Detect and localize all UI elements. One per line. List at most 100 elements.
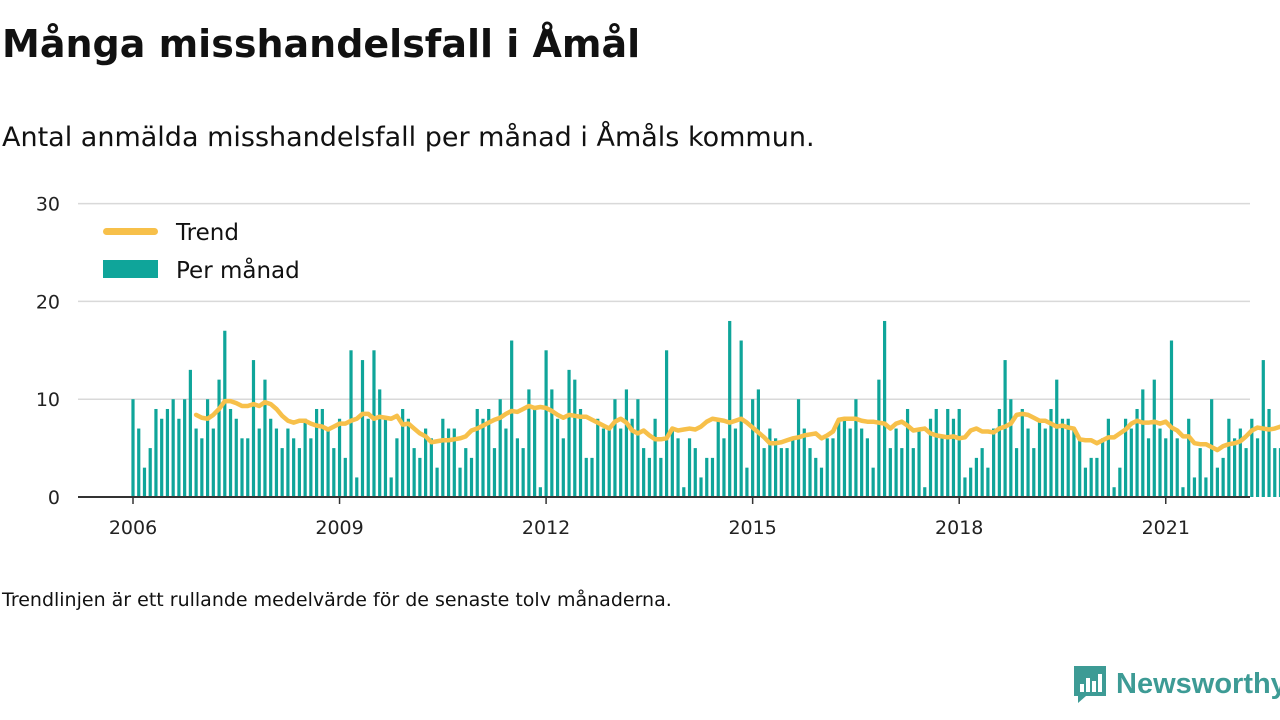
y-tick-label: 10: [36, 389, 60, 411]
bar: [659, 457, 663, 497]
bar: [848, 428, 852, 497]
bar: [928, 418, 933, 497]
bar: [297, 448, 301, 497]
bar: [573, 379, 577, 497]
bar: [177, 418, 181, 497]
bar: [676, 438, 680, 497]
trend-line: [193, 398, 1280, 453]
bar: [1267, 408, 1271, 497]
bar: [762, 448, 766, 497]
bar: [710, 457, 715, 497]
bar: [819, 467, 824, 497]
bar: [837, 418, 841, 497]
bar: [854, 399, 858, 497]
bar: [469, 457, 474, 497]
bar: [590, 457, 594, 497]
bar: [860, 428, 864, 497]
bar: [917, 428, 921, 497]
bar: [223, 330, 227, 497]
bar: [1187, 418, 1191, 497]
bar: [1049, 408, 1053, 497]
bar: [504, 428, 508, 497]
bar: [446, 428, 451, 497]
bar: [946, 408, 950, 497]
bar: [1060, 418, 1065, 497]
legend-label-trend: Trend: [175, 220, 239, 246]
bar: [263, 379, 267, 497]
bar: [515, 438, 520, 497]
bar: [1255, 438, 1260, 497]
bar: [510, 340, 514, 497]
x-tick-label: 2009: [315, 517, 363, 539]
bar: [487, 408, 491, 497]
x-tick-label: 2006: [109, 517, 157, 539]
bar: [498, 399, 502, 497]
bar: [1238, 428, 1242, 497]
bar: [1083, 467, 1088, 497]
bar: [538, 487, 542, 497]
bar: [716, 418, 720, 497]
bar: [412, 448, 416, 497]
bar: [435, 467, 439, 497]
bar: [1129, 428, 1133, 497]
y-tick-label: 20: [36, 291, 60, 313]
legend-swatch-trend: [103, 228, 158, 235]
bar: [647, 457, 651, 497]
bar: [1026, 428, 1030, 497]
bar: [401, 408, 405, 497]
bar: [234, 418, 238, 497]
bar: [722, 438, 726, 497]
bar: [406, 418, 410, 497]
bar: [756, 389, 760, 497]
bar: [303, 418, 307, 497]
bar: [1066, 418, 1070, 497]
footnote: Trendlinjen är ett rullande medelvärde f…: [2, 589, 672, 611]
bar: [142, 467, 147, 497]
bar: [269, 418, 273, 497]
bar: [1009, 399, 1013, 497]
bar: [452, 428, 456, 497]
bar: [355, 477, 359, 497]
bar: [745, 467, 749, 497]
bar: [246, 438, 250, 497]
bar: [1164, 438, 1168, 497]
bar: [951, 418, 956, 497]
bar: [894, 428, 898, 497]
bar: [257, 428, 261, 497]
bar: [360, 360, 365, 497]
bar: [1169, 340, 1174, 497]
bar: [165, 408, 170, 497]
x-tick-label: 2012: [522, 517, 570, 539]
bar: [923, 487, 927, 497]
bar: [315, 408, 319, 497]
bar: [274, 428, 279, 497]
bar: [1101, 438, 1105, 497]
bar: [555, 418, 560, 497]
bar: [527, 389, 531, 497]
newsworthy-logo[interactable]: Newsworthy: [1072, 664, 1280, 704]
bar: [1118, 467, 1122, 497]
bar: [802, 428, 806, 497]
bar: [441, 418, 445, 497]
bar: [751, 399, 755, 497]
bar: [911, 448, 915, 497]
bar: [326, 428, 330, 497]
bar: [705, 457, 709, 497]
bar: [974, 457, 979, 497]
bar: [131, 399, 135, 497]
bar: [395, 438, 399, 497]
chart-title: Många misshandelsfall i Åmål: [2, 22, 641, 66]
bar: [642, 448, 646, 497]
bar: [533, 408, 537, 497]
bar: [1221, 457, 1225, 497]
bar: [286, 428, 290, 497]
newsworthy-logo-icon: [1074, 666, 1106, 703]
bar: [1250, 418, 1254, 497]
bar: [1043, 428, 1047, 497]
bar: [544, 350, 548, 497]
bar: [1135, 408, 1139, 497]
bar: [464, 448, 468, 497]
bar: [366, 418, 370, 497]
bar: [1072, 428, 1076, 497]
bar: [424, 428, 428, 497]
